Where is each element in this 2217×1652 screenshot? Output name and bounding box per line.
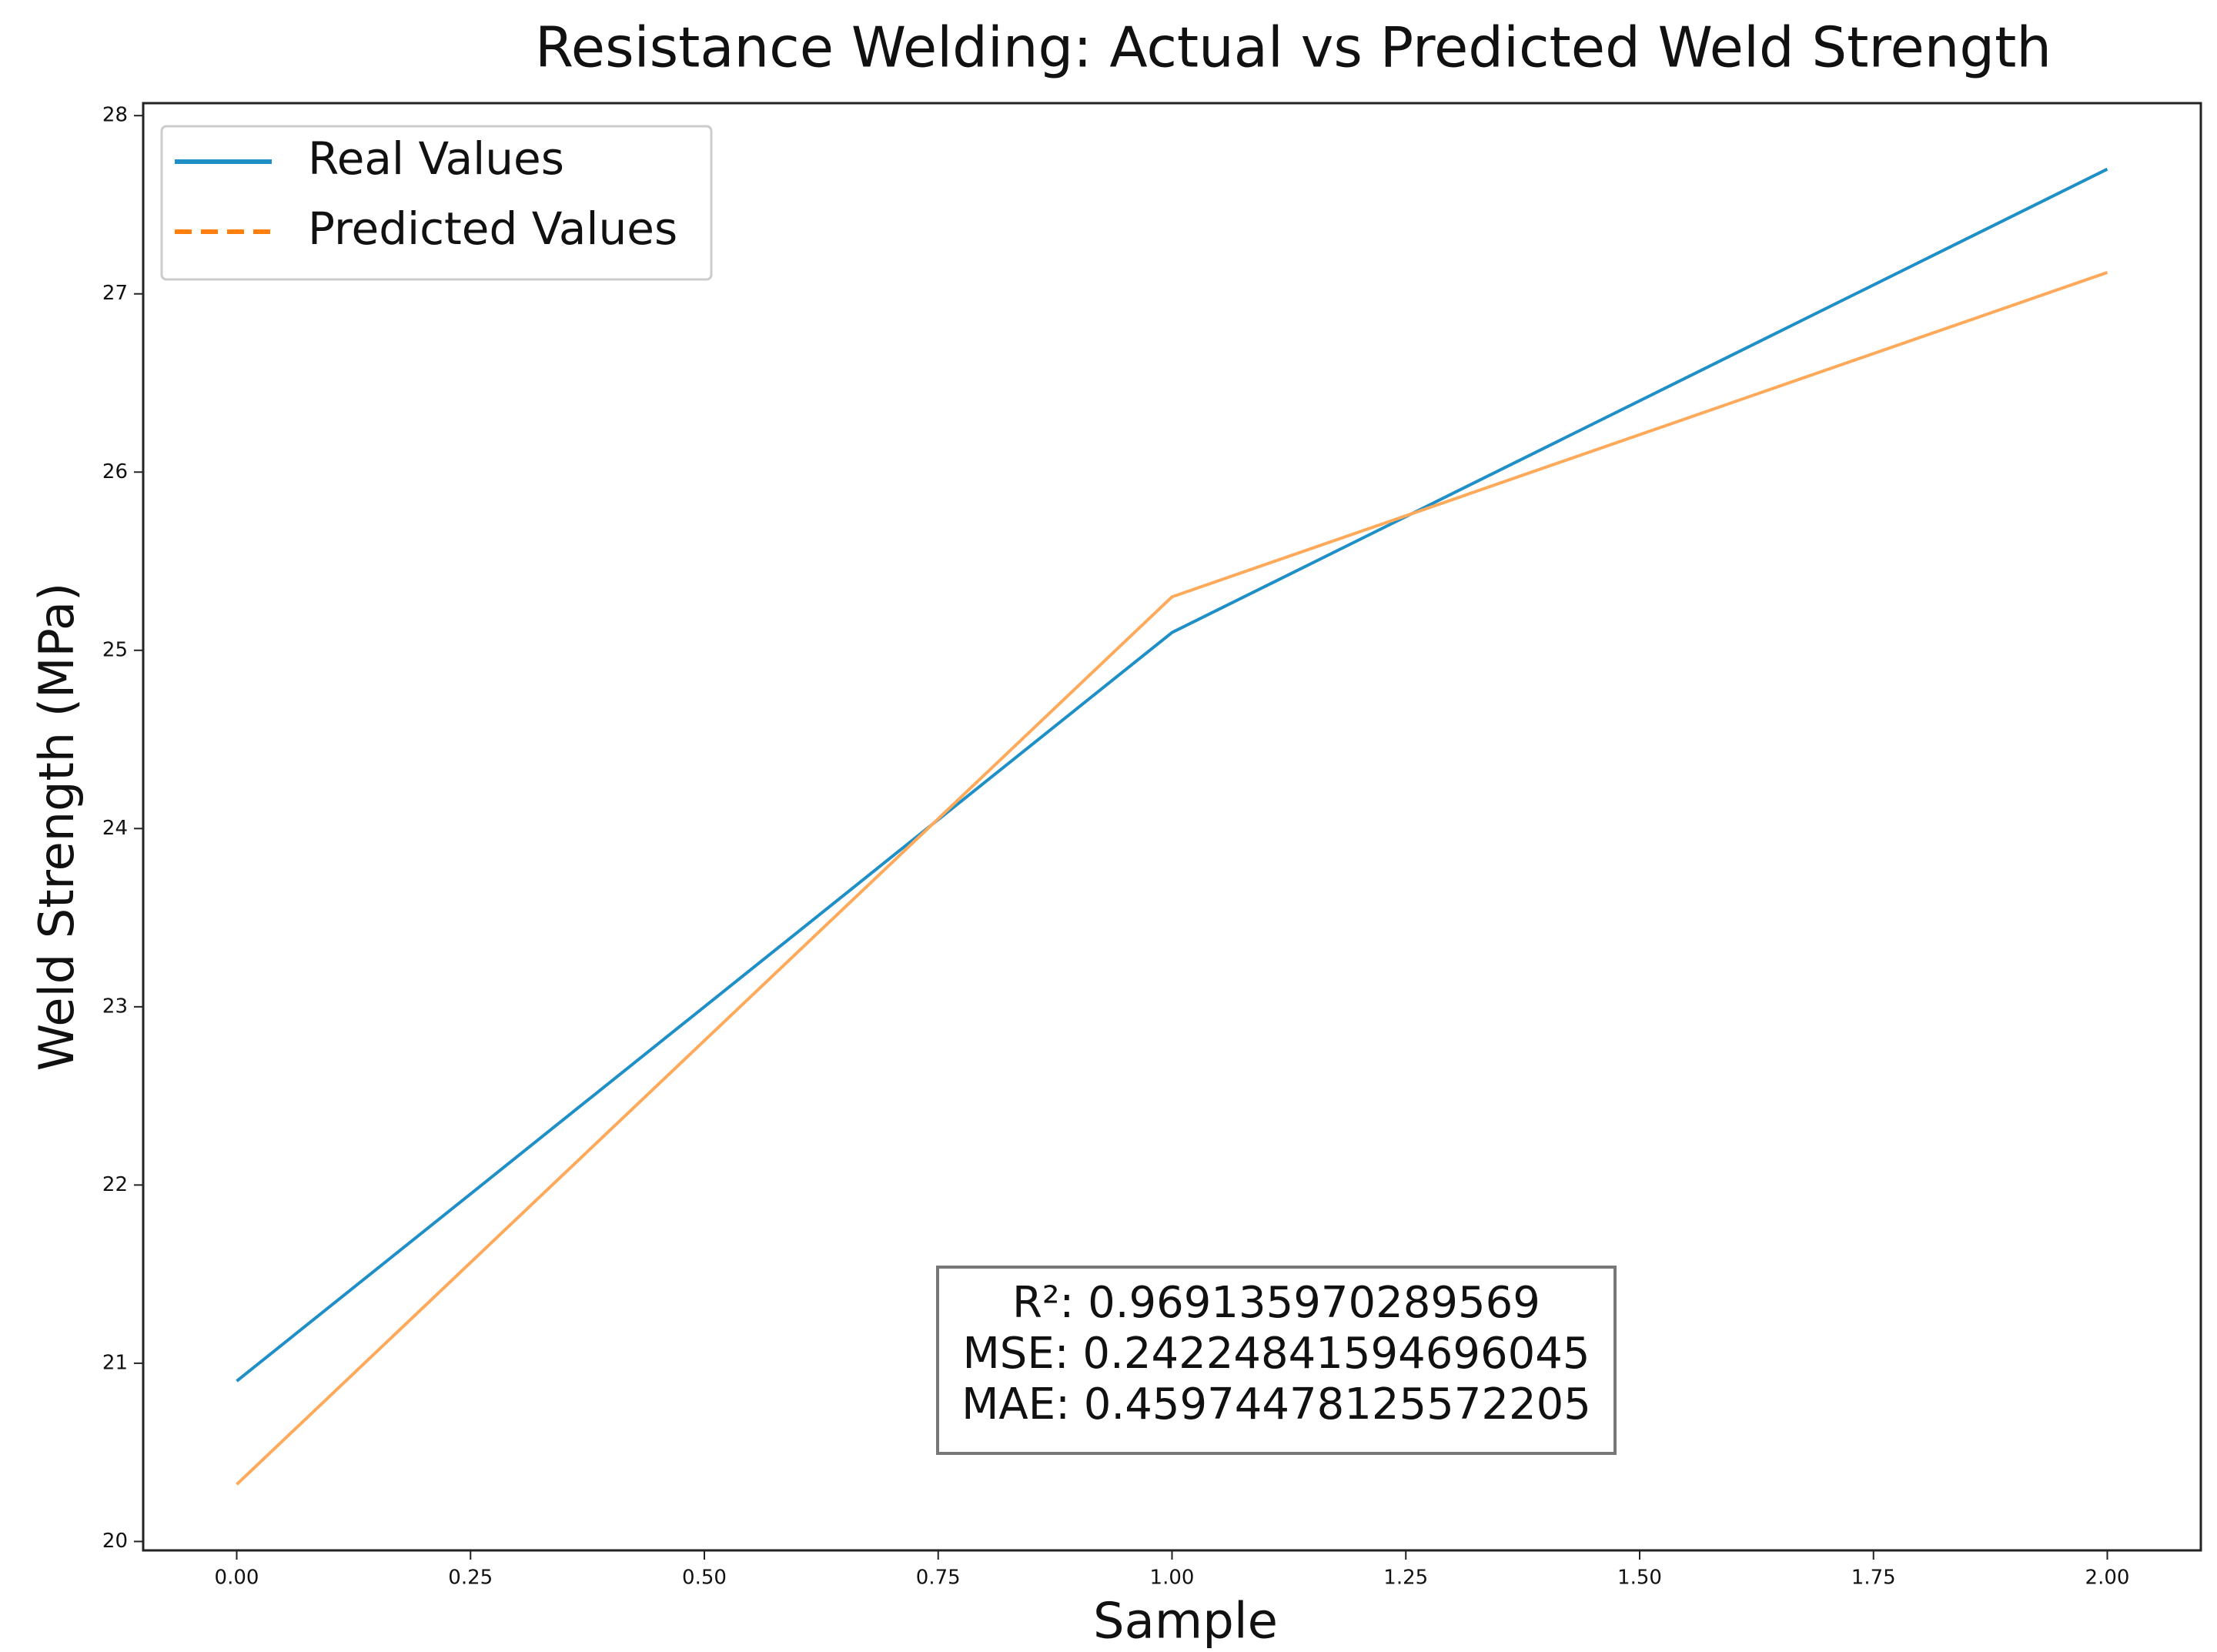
x-tick-label: 0.00 (215, 1567, 259, 1590)
annotation-line: MSE: 0.24224841594696045 (962, 1329, 1590, 1379)
y-tick-label: 25 (102, 638, 128, 661)
annotation-line: R²: 0.969135970289569 (1012, 1278, 1540, 1328)
y-tick-label: 24 (102, 817, 128, 840)
series-line (236, 271, 2108, 1486)
y-axis-label: Weld Strength (MPa) (28, 583, 85, 1071)
annotation-line: MAE: 0.45974478125572205 (961, 1379, 1591, 1430)
y-tick-label: 23 (102, 995, 128, 1018)
series-line (236, 167, 2108, 1383)
legend-label: Real Values (308, 132, 564, 185)
x-tick-label: 0.75 (916, 1567, 961, 1590)
x-tick-label: 0.50 (682, 1567, 727, 1590)
x-tick-label: 1.75 (1851, 1567, 1896, 1590)
x-tick-label: 0.25 (448, 1567, 493, 1590)
x-tick-label: 1.25 (1383, 1567, 1428, 1590)
chart-title: Resistance Welding: Actual vs Predicted … (535, 15, 2051, 80)
y-tick-label: 22 (102, 1173, 128, 1196)
x-tick-label: 1.00 (1150, 1567, 1195, 1590)
x-tick-label: 2.00 (2085, 1567, 2130, 1590)
y-tick-label: 26 (102, 460, 128, 483)
annotation-box (936, 1266, 1617, 1455)
x-tick-label: 1.50 (1617, 1567, 1662, 1590)
y-tick-label: 27 (102, 282, 128, 305)
legend-box (160, 125, 713, 281)
y-tick-label: 28 (102, 104, 128, 127)
y-tick-label: 21 (102, 1351, 128, 1374)
legend-label: Predicted Values (308, 202, 677, 255)
x-axis-label: Sample (1093, 1593, 1278, 1650)
y-tick-label: 20 (102, 1530, 128, 1553)
